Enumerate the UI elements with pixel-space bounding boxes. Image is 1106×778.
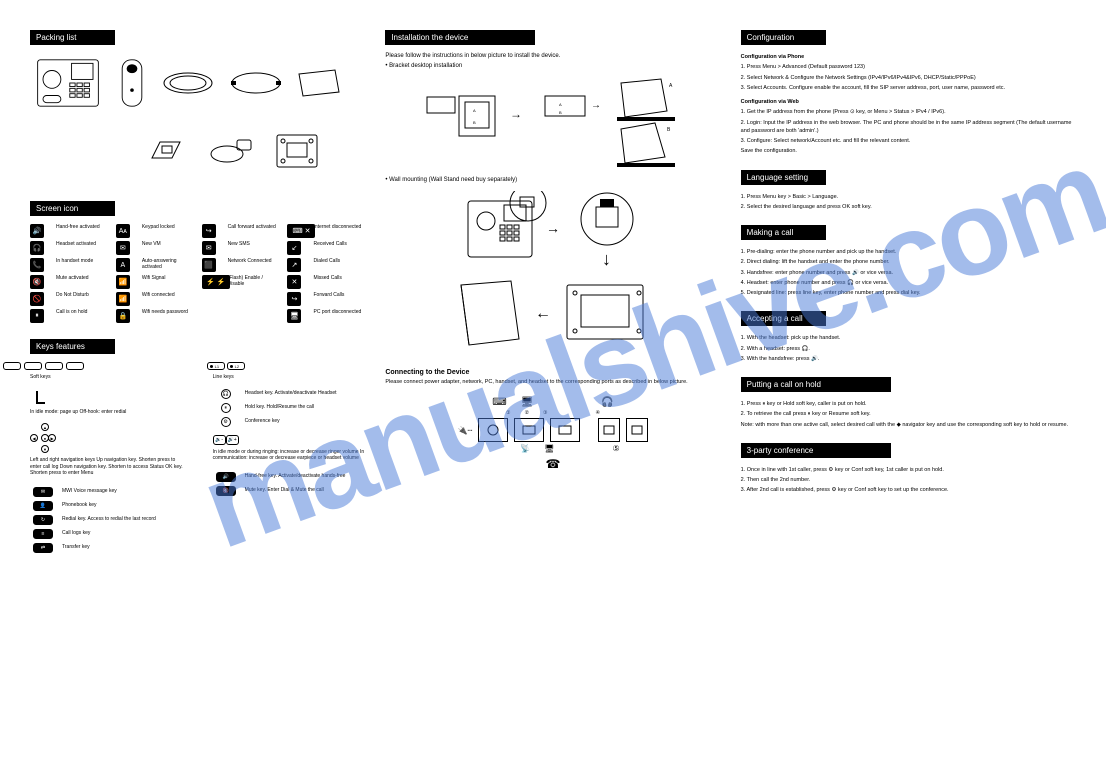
- header-installation: Installation the device: [385, 30, 535, 45]
- icon-vm: ✉: [116, 241, 130, 255]
- header-accepting: Accepting a call: [741, 311, 826, 326]
- connection-diagram: ⌨🖥🎧 ①②③④ 🔌┄ 📡🖥⑤ ☎: [385, 397, 720, 471]
- language-section: 1. Press Menu key > Basic > Language. 2.…: [741, 193, 1076, 212]
- bracket-diagram: A B → A B → A B: [385, 77, 720, 167]
- icon-dialed: ↗: [287, 258, 301, 272]
- column-1: Packing list: [30, 30, 365, 557]
- icon-forward: ↪: [202, 224, 216, 238]
- icon-headset: 🎧: [30, 241, 44, 255]
- header-icons: Screen icon: [30, 201, 115, 216]
- svg-text:→: →: [546, 220, 560, 236]
- pack-ethernet: [226, 53, 286, 113]
- icon-mute: 🔇: [30, 275, 44, 289]
- pack-handset: [114, 53, 150, 113]
- hold-section: 1. Press ⏸ key or Hold soft key, caller …: [741, 400, 1076, 429]
- making-call-section: 1. Pre-dialing: enter the phone number a…: [741, 248, 1076, 297]
- conference-section: 1. Once in line with 1st caller, press ⚙…: [741, 466, 1076, 495]
- pack-phone: [30, 53, 106, 113]
- config-phone: Configuration via Phone 1. Press Menu > …: [741, 53, 1076, 156]
- icon-no-internet: ⌨ ✕: [287, 224, 315, 238]
- icon-wifi: 📶: [116, 275, 130, 289]
- wall-diagram: → ↓ ←: [385, 191, 720, 349]
- keys-grid: Soft keys In idle mode: page up Off-hook…: [30, 362, 365, 557]
- column-3: Configuration Configuration via Phone 1.…: [741, 30, 1076, 557]
- icon-flash: ⚡ ⚡: [202, 275, 230, 289]
- pack-stand: [138, 121, 193, 181]
- icon-wifi-pwd: 🔒: [116, 309, 130, 323]
- header-packing: Packing list: [30, 30, 115, 45]
- wall-title: • Wall mounting (Wall Stand need buy sep…: [385, 177, 720, 183]
- connecting-title: Connecting to the Device: [385, 369, 720, 376]
- pack-adapter: [201, 121, 261, 181]
- icon-auto-answer: A: [116, 258, 130, 272]
- svg-text:A: A: [669, 83, 673, 89]
- pack-wallstand: [269, 121, 324, 181]
- bracket-title: • Bracket desktop installation: [385, 63, 720, 69]
- header-hold: Putting a call on hold: [741, 377, 891, 392]
- icon-net-connected: ⬛: [202, 258, 216, 272]
- icons-grid: 🔊Hand-free activated AᴀKeypad locked ↪Ca…: [30, 224, 365, 323]
- header-conference: 3-party conference: [741, 443, 891, 458]
- pack-handset-cord: [158, 53, 218, 113]
- column-2: Installation the device Please follow th…: [385, 30, 720, 557]
- header-configuration: Configuration: [741, 30, 826, 45]
- svg-text:B: B: [473, 120, 476, 125]
- svg-text:B: B: [667, 127, 671, 133]
- header-keys: Keys features: [30, 339, 115, 354]
- svg-text:B: B: [559, 110, 562, 115]
- icon-wifi-conn: 📶: [116, 292, 130, 306]
- header-making-call: Making a call: [741, 225, 826, 240]
- icon-missed: ✕: [287, 275, 301, 289]
- svg-text:↓: ↓: [602, 249, 611, 269]
- pack-guide: [294, 53, 344, 113]
- install-note: Please follow the instructions in below …: [385, 53, 720, 59]
- icon-keypad-lock: Aᴀ: [116, 224, 130, 238]
- icon-fwd-calls: ↪: [287, 292, 301, 306]
- icon-dnd: 🚫: [30, 292, 44, 306]
- svg-text:→: →: [591, 100, 601, 111]
- svg-text:→: →: [510, 107, 522, 121]
- svg-text:A: A: [559, 102, 562, 107]
- icon-received: ↙: [287, 241, 301, 255]
- packing-grid: [30, 53, 365, 181]
- svg-text:A: A: [473, 108, 476, 113]
- icon-pc-disc: 🖥: [287, 309, 301, 323]
- connecting-desc: Please connect power adapter, network, P…: [385, 379, 720, 385]
- icon-hold: ⏸: [30, 309, 44, 323]
- accepting-section: 1. With the headset: pick up the handset…: [741, 334, 1076, 363]
- icon-handsfree: 🔊: [30, 224, 44, 238]
- header-language: Language setting: [741, 170, 826, 185]
- icon-handset-mode: 📞: [30, 258, 44, 272]
- icon-sms: ✉: [202, 241, 216, 255]
